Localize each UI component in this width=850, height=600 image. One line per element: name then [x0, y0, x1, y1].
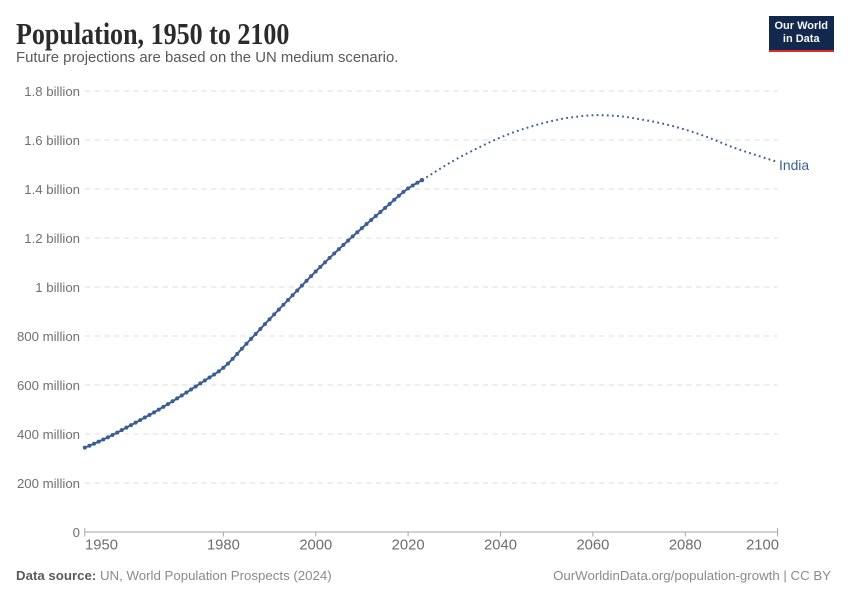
svg-text:1950: 1950	[85, 538, 118, 554]
svg-text:1.8 billion: 1.8 billion	[24, 84, 80, 99]
svg-text:1980: 1980	[207, 538, 240, 554]
svg-text:2000: 2000	[299, 538, 332, 554]
svg-text:2060: 2060	[576, 538, 609, 554]
svg-text:1.4 billion: 1.4 billion	[24, 182, 80, 197]
svg-text:2020: 2020	[392, 538, 425, 554]
svg-text:2100: 2100	[746, 538, 779, 554]
svg-text:2040: 2040	[484, 538, 517, 554]
svg-text:1.2 billion: 1.2 billion	[24, 231, 80, 246]
svg-text:1.6 billion: 1.6 billion	[24, 133, 80, 148]
svg-text:0: 0	[73, 525, 80, 540]
svg-text:800 million: 800 million	[17, 329, 80, 344]
svg-text:India: India	[779, 157, 809, 173]
svg-text:600 million: 600 million	[17, 378, 80, 393]
svg-text:200 million: 200 million	[17, 476, 80, 491]
svg-text:2080: 2080	[669, 538, 702, 554]
svg-text:1 billion: 1 billion	[35, 280, 80, 295]
svg-text:400 million: 400 million	[17, 427, 80, 442]
